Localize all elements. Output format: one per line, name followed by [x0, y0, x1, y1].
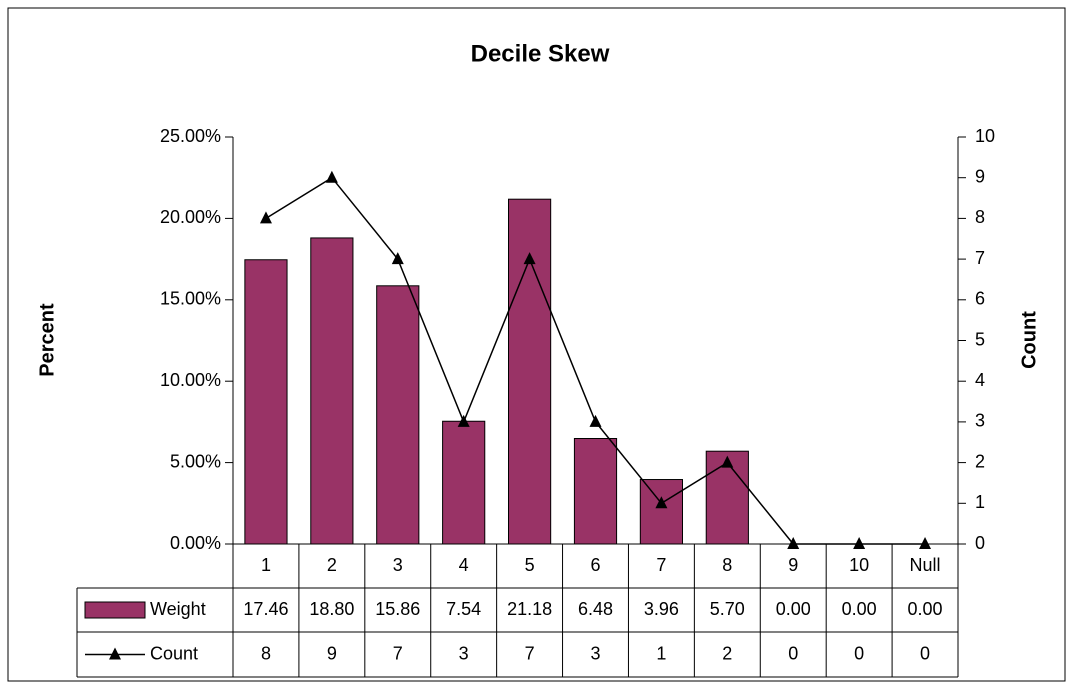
marker [721, 455, 734, 468]
marker [391, 252, 404, 265]
x-tick-label: 9 [788, 555, 798, 575]
bar [244, 259, 288, 545]
y2-tick-label: 0 [975, 533, 985, 553]
legend-swatch [84, 601, 146, 619]
table-value: 3 [459, 643, 469, 663]
table-value: 6.48 [578, 599, 613, 619]
bar [376, 285, 420, 545]
y2-tick-label: 3 [975, 411, 985, 431]
y2-tick-label: 6 [975, 289, 985, 309]
table-value: 0.00 [776, 599, 811, 619]
table-value: 7 [393, 643, 403, 663]
table-value: 0 [920, 643, 930, 663]
table-value: 17.46 [243, 599, 288, 619]
y2-tick-label: 10 [975, 126, 995, 146]
x-tick-label: 7 [656, 555, 666, 575]
y-tick-label: 20.00% [160, 207, 221, 227]
x-tick-label: 10 [849, 555, 869, 575]
x-tick-label: 3 [393, 555, 403, 575]
y-tick-label: 0.00% [170, 533, 221, 553]
marker [259, 211, 272, 224]
y2-tick-label: 4 [975, 370, 985, 390]
y-tick-label: 25.00% [160, 126, 221, 146]
table-value: 3.96 [644, 599, 679, 619]
x-tick-label: 5 [525, 555, 535, 575]
bar [442, 420, 486, 545]
table-value: 21.18 [507, 599, 552, 619]
x-tick-label: 2 [327, 555, 337, 575]
table-value: 8 [261, 643, 271, 663]
table-value: 7.54 [446, 599, 481, 619]
y-tick-label: 15.00% [160, 289, 221, 309]
table-value: 18.80 [309, 599, 354, 619]
table-value: 0.00 [908, 599, 943, 619]
table-value: 9 [327, 643, 337, 663]
y2-tick-label: 2 [975, 451, 985, 471]
table-value: 2 [722, 643, 732, 663]
marker [919, 537, 932, 549]
x-tick-label: 8 [722, 555, 732, 575]
table-value: 3 [590, 643, 600, 663]
x-tick-label: Null [910, 555, 941, 575]
table-value: 5.70 [710, 599, 745, 619]
legend-label: Count [150, 643, 198, 663]
table-value: 0 [854, 643, 864, 663]
marker [325, 170, 338, 183]
table-value: 1 [656, 643, 666, 663]
x-tick-label: 1 [261, 555, 271, 575]
marker [523, 252, 536, 265]
chart-title: Decile Skew [471, 40, 610, 67]
y-tick-label: 5.00% [170, 451, 221, 471]
y-axis-title: Percent [36, 303, 58, 377]
y2-tick-label: 1 [975, 492, 985, 512]
y-tick-label: 10.00% [160, 370, 221, 390]
legend-label: Weight [150, 599, 206, 619]
table-value: 15.86 [375, 599, 420, 619]
table-value: 7 [525, 643, 535, 663]
marker [589, 414, 602, 427]
x-tick-label: 4 [459, 555, 469, 575]
y2-tick-label: 9 [975, 166, 985, 186]
y2-tick-label: 5 [975, 329, 985, 349]
marker [853, 537, 866, 549]
y2-tick-label: 7 [975, 248, 985, 268]
y2-tick-label: 8 [975, 207, 985, 227]
legend-marker [109, 647, 121, 660]
y2-axis-title: Count [1018, 311, 1040, 369]
bar [639, 479, 683, 545]
bar [310, 237, 354, 545]
table-value: 0 [788, 643, 798, 663]
marker [655, 496, 668, 509]
marker [787, 537, 800, 549]
marker [457, 414, 470, 427]
bar [508, 198, 552, 545]
x-tick-label: 6 [590, 555, 600, 575]
bar [573, 438, 618, 545]
table-value: 0.00 [842, 599, 877, 619]
